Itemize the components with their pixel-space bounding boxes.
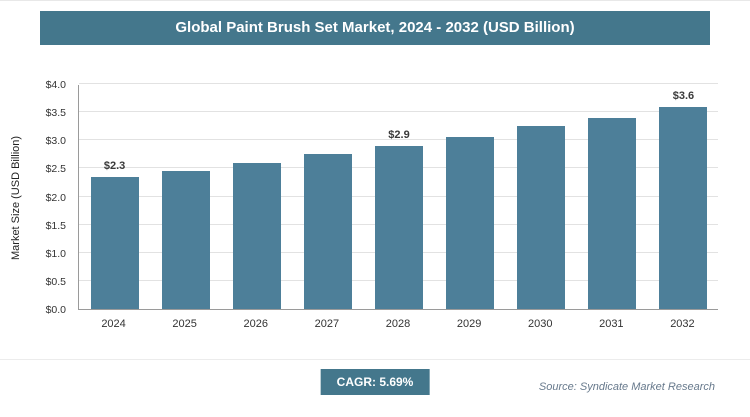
bar-2030: [517, 126, 566, 309]
bar-2025: [161, 171, 210, 309]
y-tick-label: $0.5: [45, 275, 66, 288]
y-tick-label: $1.0: [45, 247, 66, 260]
x-tick-label: 2025: [172, 318, 197, 330]
gridline: [79, 139, 718, 141]
bar-2024: [90, 176, 139, 309]
x-tick-label: 2027: [314, 318, 340, 330]
y-tick-label: $4.0: [45, 79, 66, 91]
bar-2027: [303, 154, 352, 309]
source-text: Source: Syndicate Market Research: [538, 381, 715, 393]
bar-2028: [375, 145, 423, 309]
x-axis-ticks: 2024 2025 2026 2027 2028 2029 2030 2031 2032: [78, 318, 718, 334]
bar-2026: [232, 162, 281, 309]
y-tick-label: $2.5: [45, 163, 66, 176]
bar-2032: [659, 106, 708, 309]
bar-value-label: $2.3: [103, 159, 126, 172]
bar-value-label: $3.6: [672, 89, 695, 102]
y-tick-label: $3.5: [45, 107, 66, 120]
y-tick-label: $0.0: [45, 304, 66, 316]
gridline: [79, 83, 718, 84]
x-tick-label: 2031: [599, 318, 624, 330]
footer-divider: [0, 359, 750, 360]
x-tick-label: 2024: [101, 318, 126, 330]
plot-area: $2.3 $2.9 $3.6: [78, 83, 718, 310]
y-axis-title: Market Size (USD Billion): [10, 135, 22, 260]
x-tick-label: 2029: [456, 318, 482, 330]
bar-value-label: $2.9: [388, 128, 410, 141]
y-tick-label: $3.0: [45, 135, 66, 148]
y-tick-label: $2.0: [45, 191, 66, 204]
chart-title: Global Paint Brush Set Market, 2024 - 20…: [40, 11, 710, 45]
x-tick-label: 2032: [670, 318, 695, 330]
x-tick-label: 2028: [385, 318, 411, 330]
bar-2031: [588, 117, 637, 309]
cagr-badge: CAGR: 5.69%: [320, 369, 430, 395]
gridline: [79, 111, 718, 113]
y-axis-ticks: $0.0 $0.5 $1.0 $1.5 $2.0 $2.5 $3.0 $3.5 $4.0: [26, 79, 74, 316]
bar-2029: [446, 137, 495, 309]
y-tick-label: $1.5: [45, 219, 66, 232]
x-tick-label: 2026: [243, 318, 269, 330]
x-tick-label: 2030: [527, 318, 553, 330]
